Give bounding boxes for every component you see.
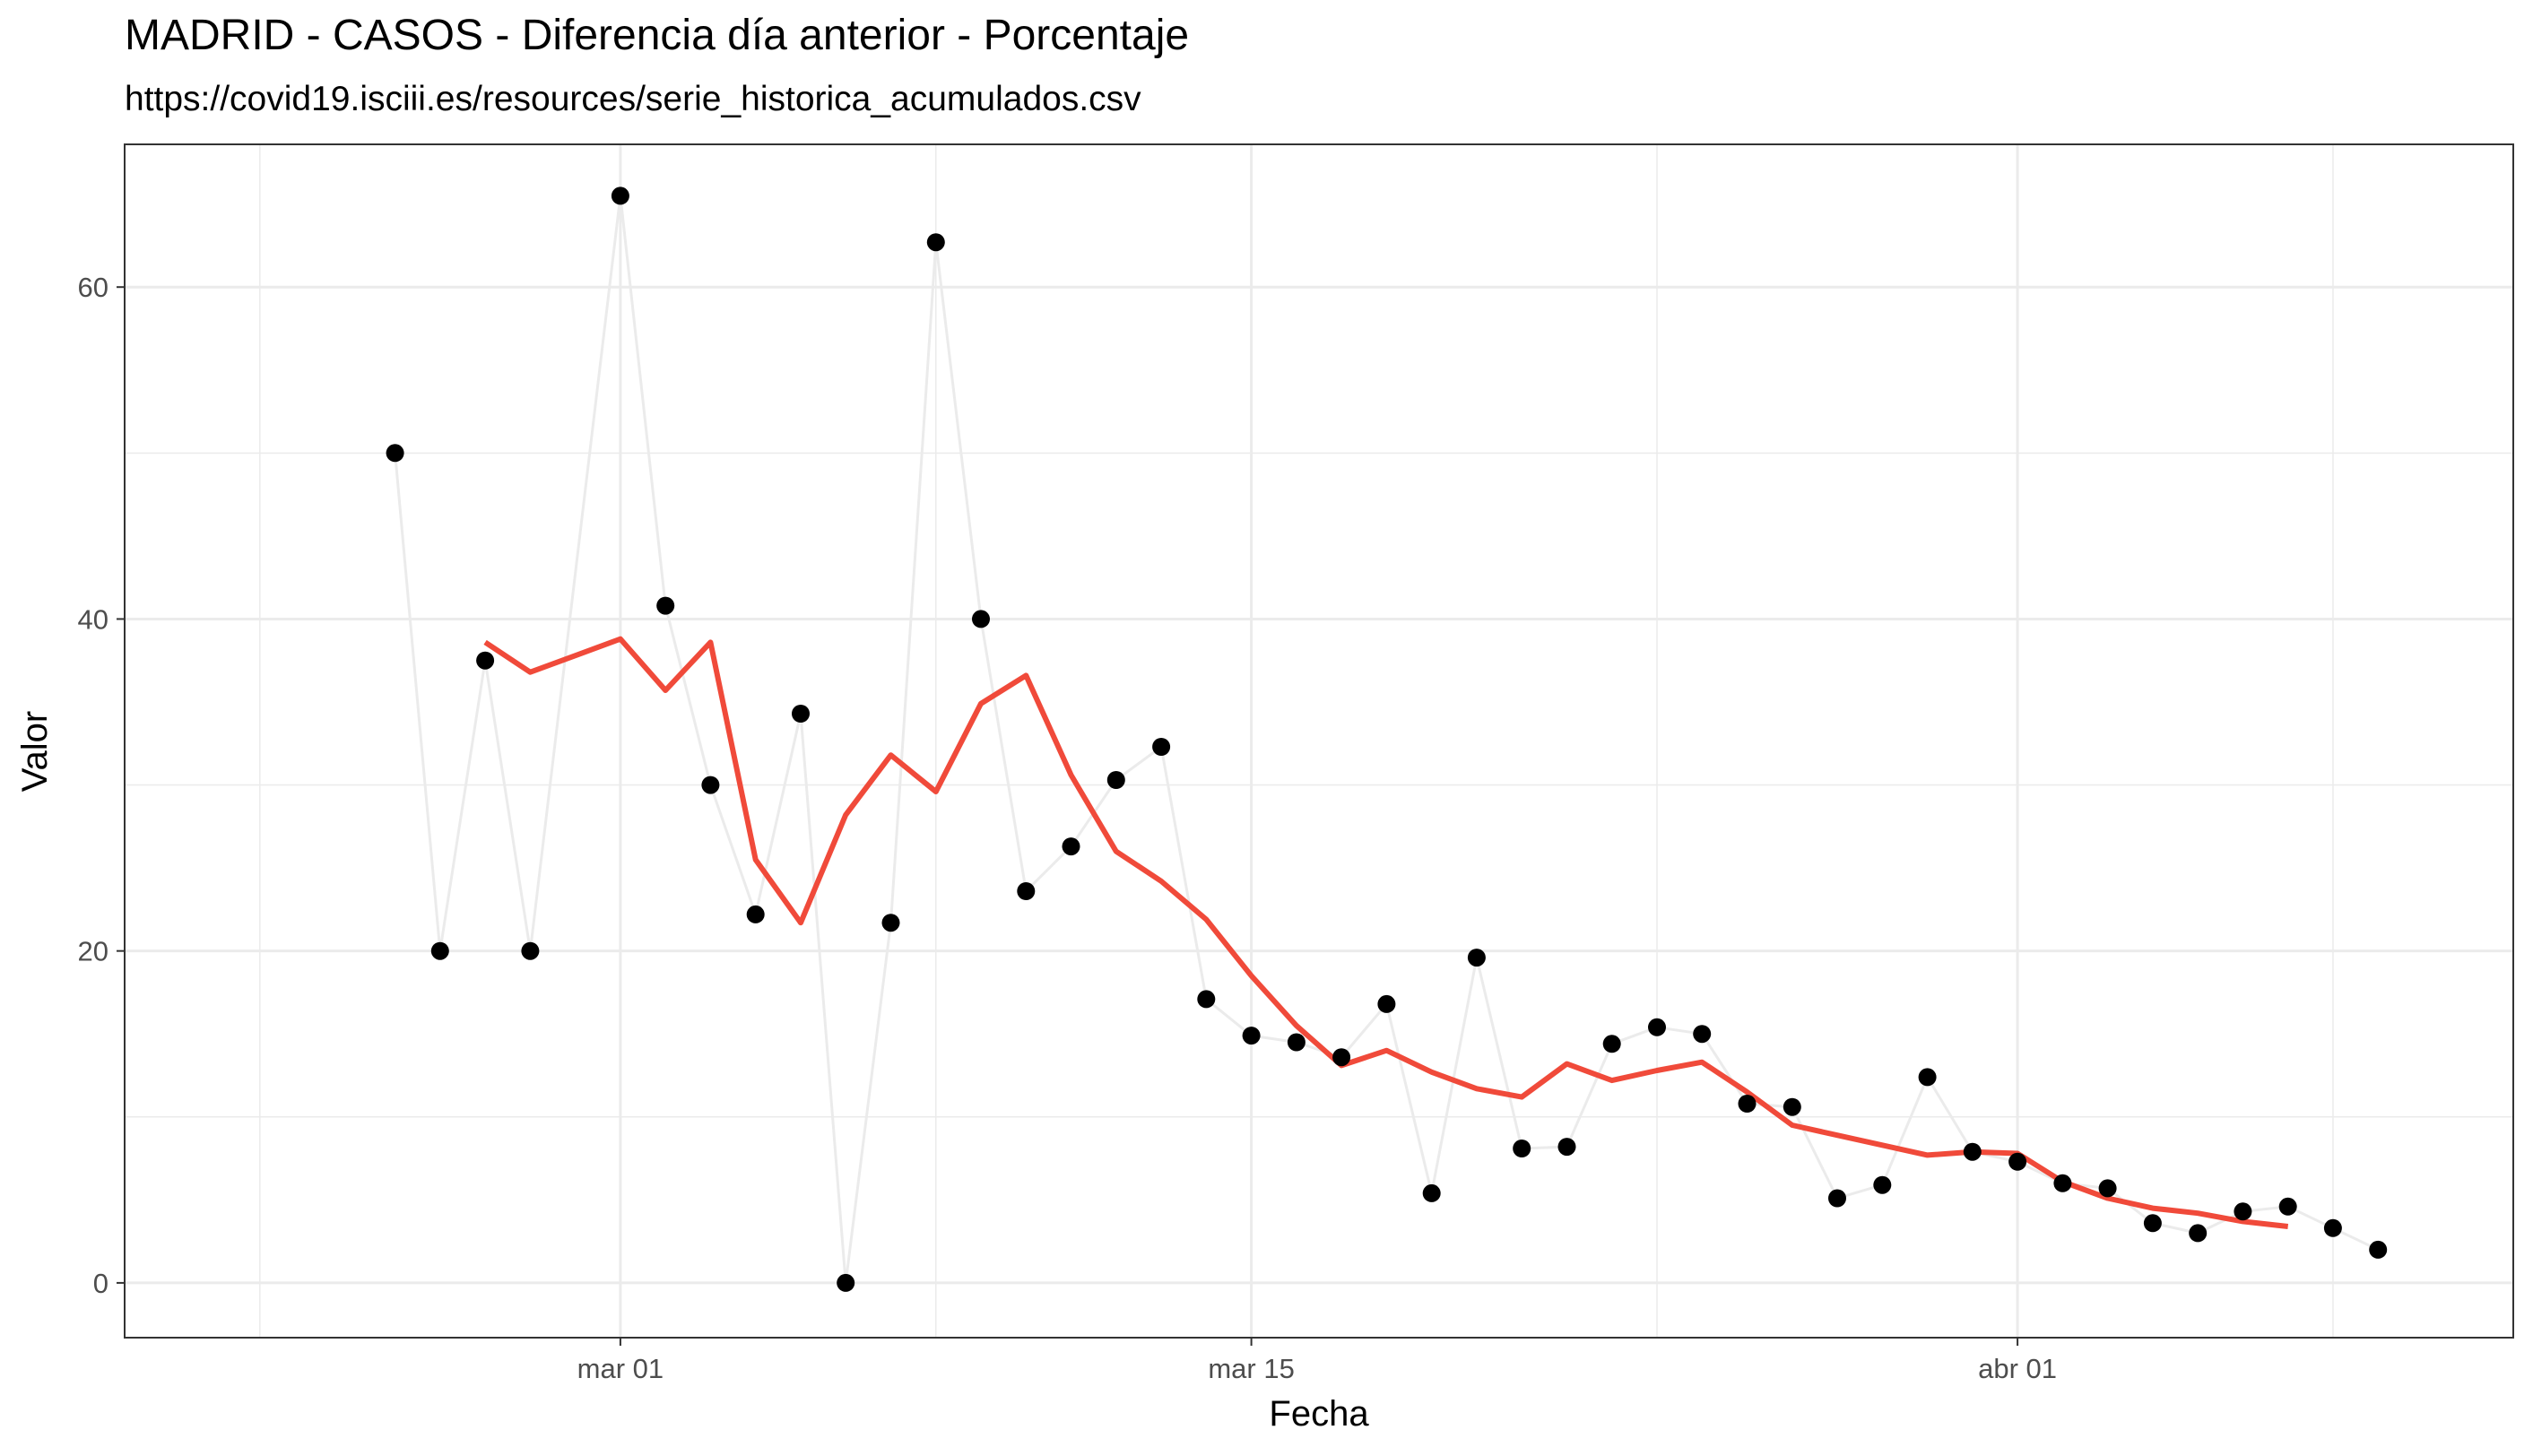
x-tick-label: mar 01 <box>577 1353 664 1384</box>
data-point <box>1467 949 1486 967</box>
panel-border <box>124 143 2514 1339</box>
data-point <box>1602 1035 1621 1053</box>
data-point <box>1828 1189 1846 1208</box>
data-point <box>1873 1175 1892 1194</box>
data-point <box>2323 1218 2342 1237</box>
data-point <box>430 941 449 960</box>
data-point <box>386 444 404 463</box>
y-axis-title: Valor <box>15 711 55 792</box>
data-point <box>1017 882 1036 900</box>
data-point <box>2143 1214 2162 1233</box>
raw-series-line <box>394 195 2379 1284</box>
data-point <box>1287 1033 1306 1052</box>
axes: 0 20 40 60 mar 01 mar 15 abr 01 <box>78 272 2058 1384</box>
x-tick-label: abr 01 <box>1978 1353 2057 1384</box>
data-point <box>1557 1138 1576 1157</box>
data-point <box>1648 1018 1666 1036</box>
data-point <box>2008 1152 2027 1171</box>
data-point <box>1693 1025 1712 1044</box>
data-point <box>1422 1183 1441 1202</box>
data-point <box>2369 1240 2388 1259</box>
data-point <box>1963 1142 1982 1161</box>
y-tick-label: 60 <box>78 272 108 303</box>
data-point <box>1062 837 1080 856</box>
data-point <box>2189 1224 2208 1243</box>
chart-subtitle: https://covid19.isciii.es/resources/seri… <box>125 80 1141 118</box>
data-point <box>746 905 765 923</box>
data-point <box>476 651 495 670</box>
data-point <box>1242 1027 1261 1045</box>
x-tick-label: mar 15 <box>1208 1353 1294 1384</box>
data-point <box>837 1273 855 1292</box>
data-point <box>972 610 990 628</box>
series-layer <box>386 186 2388 1292</box>
data-point <box>656 596 675 615</box>
data-point <box>926 233 945 252</box>
gridlines <box>125 144 2513 1338</box>
data-point <box>2098 1179 2117 1198</box>
data-point <box>1197 990 1216 1009</box>
chart-title: MADRID - CASOS - Diferencia día anterior… <box>125 12 1190 59</box>
y-tick-label: 0 <box>93 1268 108 1299</box>
x-axis-title: Fecha <box>1269 1394 1369 1434</box>
data-point <box>611 186 629 205</box>
data-point <box>2053 1174 2072 1192</box>
data-point <box>1377 994 1396 1013</box>
data-point <box>1783 1097 1801 1116</box>
data-point <box>701 776 720 794</box>
data-point <box>2278 1197 2297 1216</box>
data-point <box>1738 1095 1757 1113</box>
moving-average-line <box>483 636 2289 1229</box>
y-tick-label: 40 <box>78 603 108 635</box>
data-point <box>1332 1048 1351 1067</box>
data-point <box>1106 771 1125 789</box>
y-tick-label: 20 <box>78 936 108 967</box>
data-point <box>1918 1068 1937 1087</box>
data-point <box>2234 1202 2252 1221</box>
data-point <box>1513 1140 1531 1157</box>
data-point <box>521 941 540 960</box>
data-point <box>881 914 900 932</box>
data-point <box>792 705 810 723</box>
data-point <box>1152 738 1171 756</box>
